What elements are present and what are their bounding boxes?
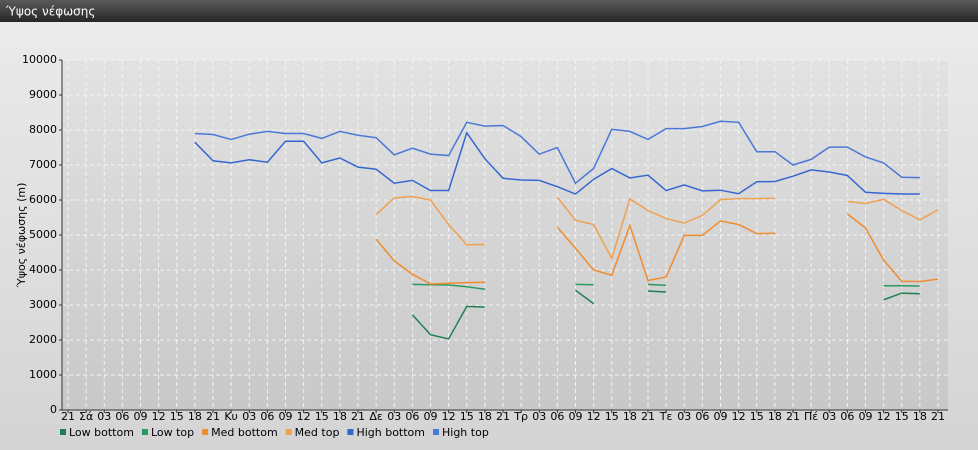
x-tick-label: 18 <box>333 410 347 423</box>
x-tick-label: 03 <box>97 410 111 423</box>
series-line <box>194 120 920 185</box>
series-line <box>375 195 939 261</box>
series-line <box>411 289 920 340</box>
x-tick-label: 15 <box>605 410 619 423</box>
series-line <box>412 283 920 290</box>
y-tick-label: 9000 <box>29 88 57 101</box>
x-tick-label: Τε <box>659 410 673 423</box>
x-tick-label: 15 <box>895 410 909 423</box>
x-tick-label: 15 <box>170 410 184 423</box>
y-tick-label: 6000 <box>29 193 57 206</box>
window-title: Ύψος νέφωσης <box>5 5 95 19</box>
x-tick-label: 12 <box>297 410 311 423</box>
legend-swatch <box>433 429 439 435</box>
title-bar <box>0 0 978 22</box>
legend-label: High bottom <box>356 426 425 439</box>
x-tick-label: 15 <box>750 410 764 423</box>
y-tick-label: 5000 <box>29 228 57 241</box>
y-tick-label: 4000 <box>29 263 57 276</box>
x-tick-label: Σά <box>79 410 93 423</box>
x-tick-label: 18 <box>188 410 202 423</box>
x-tick-label: 06 <box>115 410 129 423</box>
legend-label: Med top <box>295 426 340 439</box>
x-tick-label: Τρ <box>513 410 528 423</box>
y-tick-label: 10000 <box>22 53 57 66</box>
x-tick-label: 18 <box>478 410 492 423</box>
x-tick-label: Δε <box>369 410 383 423</box>
x-tick-label: 09 <box>424 410 438 423</box>
y-tick-label: 0 <box>50 403 57 416</box>
legend-label: High top <box>442 426 489 439</box>
legend-swatch <box>285 429 292 435</box>
x-tick-label: 03 <box>387 410 401 423</box>
y-tick-label: 3000 <box>29 298 57 311</box>
x-tick-label: 18 <box>913 410 927 423</box>
x-tick-label: 21 <box>641 410 655 423</box>
x-tick-label: 21 <box>206 410 220 423</box>
x-tick-label: 21 <box>61 410 75 423</box>
legend-label: Low top <box>151 426 194 439</box>
x-tick-label: 03 <box>822 410 836 423</box>
x-tick-label: 06 <box>260 410 274 423</box>
x-tick-label: 15 <box>315 410 329 423</box>
legend-swatch <box>202 429 209 435</box>
legend-swatch <box>60 429 66 435</box>
x-tick-label: 21 <box>351 410 365 423</box>
x-tick-label: 09 <box>859 410 873 423</box>
x-tick-label: 21 <box>931 410 945 423</box>
x-tick-label: 09 <box>279 410 293 423</box>
x-tick-label: 12 <box>442 410 456 423</box>
y-tick-label: 1000 <box>29 368 57 381</box>
x-tick-label: 06 <box>550 410 564 423</box>
series-line <box>194 131 920 195</box>
legend-swatch <box>141 429 148 435</box>
x-tick-label: 06 <box>405 410 419 423</box>
x-tick-label: 18 <box>623 410 637 423</box>
x-tick-label: 09 <box>714 410 728 423</box>
x-tick-label: 03 <box>242 410 256 423</box>
x-tick-label: 09 <box>569 410 583 423</box>
y-tick-label: 2000 <box>29 333 57 346</box>
x-tick-label: 21 <box>496 410 510 423</box>
x-tick-label: 12 <box>877 410 891 423</box>
x-tick-label: 03 <box>677 410 691 423</box>
x-tick-label: 03 <box>532 410 546 423</box>
x-tick-label: 12 <box>587 410 601 423</box>
y-tick-label: 7000 <box>29 158 57 171</box>
x-tick-label: 06 <box>840 410 854 423</box>
series-line <box>375 213 939 285</box>
x-tick-label: 15 <box>460 410 474 423</box>
legend-swatch <box>347 429 354 435</box>
legend-label: Low bottom <box>69 426 134 439</box>
x-tick-label: 21 <box>786 410 800 423</box>
x-tick-label: 09 <box>134 410 148 423</box>
x-tick-label: Πέ <box>804 410 818 423</box>
x-tick-label: 12 <box>152 410 166 423</box>
y-tick-label: 8000 <box>29 123 57 136</box>
x-tick-label: Κυ <box>224 410 238 423</box>
y-axis-label: Ύψος νέφωσης (m) <box>15 183 28 289</box>
legend-label: Med bottom <box>211 426 278 439</box>
x-tick-label: 06 <box>695 410 709 423</box>
x-tick-label: 12 <box>732 410 746 423</box>
x-tick-label: 18 <box>768 410 782 423</box>
